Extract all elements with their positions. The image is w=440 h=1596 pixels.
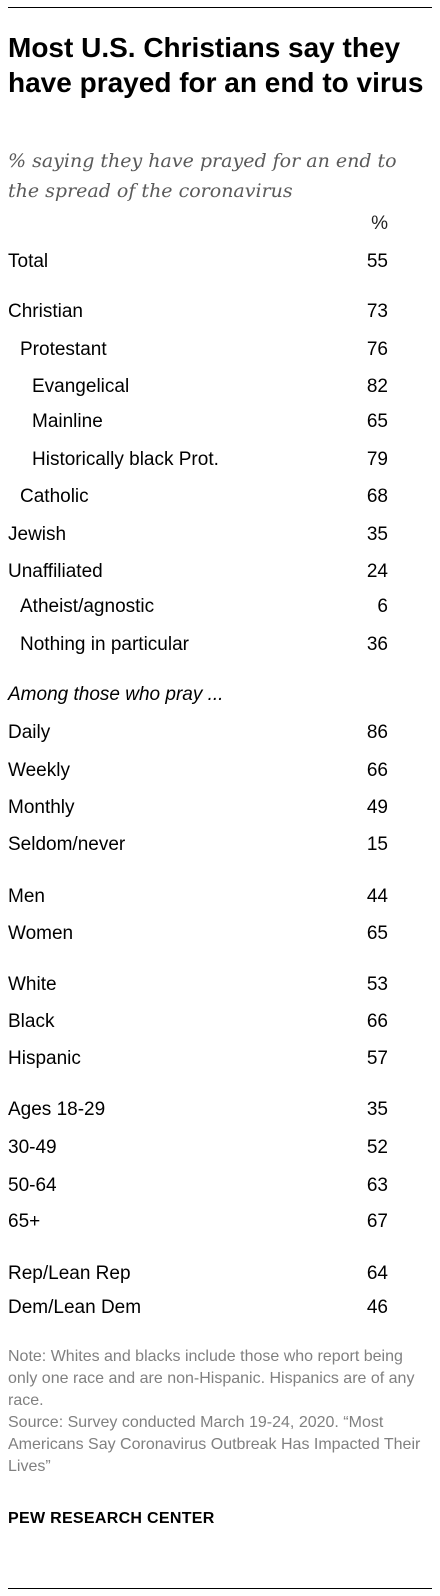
row-label: Daily [8, 722, 51, 743]
row-label: Total [8, 251, 49, 272]
table-row: Men 44 [0, 883, 440, 911]
row-label: Ages 18-29 [8, 1099, 106, 1120]
row-label: White [8, 974, 57, 995]
row-label: Dem/Lean Dem [8, 1297, 142, 1318]
row-value: 53 [366, 974, 388, 995]
table-row: Christian 73 [0, 298, 440, 326]
table-row: 50-64 63 [0, 1172, 440, 1200]
row-value: 57 [366, 1048, 388, 1069]
section-label: Among those who pray ... [8, 684, 224, 705]
table-row: Evangelical 82 [0, 373, 440, 401]
row-value: 82 [366, 376, 388, 397]
row-value: 64 [366, 1263, 388, 1284]
row-label: Unaffiliated [8, 561, 103, 582]
row-value: 73 [366, 301, 388, 322]
table-row: Total 55 [0, 248, 440, 276]
table-row: Mainline 65 [0, 408, 440, 436]
row-value: 44 [366, 886, 388, 907]
row-value: 24 [366, 561, 388, 582]
table-row: Women 65 [0, 920, 440, 948]
row-label: Seldom/never [8, 834, 126, 855]
footnote: Note: Whites and blacks include those wh… [8, 1346, 428, 1478]
note-text: Note: Whites and blacks include those wh… [8, 1348, 415, 1409]
row-value: 65 [366, 923, 388, 944]
table-row: Monthly 49 [0, 794, 440, 822]
table-row: White 53 [0, 971, 440, 999]
table-row: Ages 18-29 35 [0, 1096, 440, 1124]
row-value: 68 [366, 486, 388, 507]
row-value: 36 [366, 634, 388, 655]
row-label: Atheist/agnostic [20, 596, 155, 617]
table-row: Rep/Lean Rep 64 [0, 1260, 440, 1288]
row-value: 67 [366, 1211, 388, 1232]
row-label: 30-49 [8, 1137, 57, 1158]
row-value: 49 [366, 797, 388, 818]
row-value: 79 [366, 449, 388, 470]
row-label: Jewish [8, 524, 67, 545]
table-row: 30-49 52 [0, 1134, 440, 1162]
bottom-rule [8, 1588, 432, 1589]
row-value: 35 [366, 1099, 388, 1120]
chart-title: Most U.S. Christians say they have praye… [8, 32, 424, 98]
row-value: 66 [366, 1011, 388, 1032]
row-value: 55 [366, 251, 388, 272]
row-label: Historically black Prot. [32, 449, 219, 470]
row-value: 35 [366, 524, 388, 545]
table-row: Daily 86 [0, 719, 440, 747]
row-value: 6 [377, 596, 388, 617]
table-row: Protestant 76 [0, 336, 440, 364]
row-value: 46 [366, 1297, 388, 1318]
row-label: Monthly [8, 797, 75, 818]
table-row: Unaffiliated 24 [0, 558, 440, 586]
row-label: 65+ [8, 1211, 41, 1232]
row-label: Protestant [20, 339, 107, 360]
table-row: Hispanic 57 [0, 1045, 440, 1073]
row-label: Evangelical [32, 376, 130, 397]
row-label: Black [8, 1011, 55, 1032]
row-label: Rep/Lean Rep [8, 1263, 131, 1284]
row-label: Weekly [8, 760, 70, 781]
row-label: Catholic [20, 486, 89, 507]
row-label: 50-64 [8, 1175, 57, 1196]
brand-logo-text: PEW RESEARCH CENTER [8, 1510, 215, 1527]
row-label: Mainline [32, 411, 103, 432]
section-label-row: Among those who pray ... [0, 681, 440, 709]
table-row: Dem/Lean Dem 46 [0, 1294, 440, 1322]
row-value: 76 [366, 339, 388, 360]
table-row: Seldom/never 15 [0, 831, 440, 859]
row-label: Men [8, 886, 45, 907]
row-value: 86 [366, 722, 388, 743]
row-label: Nothing in particular [20, 634, 189, 655]
table-row: Nothing in particular 36 [0, 631, 440, 659]
table-row: Historically black Prot. 79 [0, 446, 440, 474]
row-value: 15 [366, 834, 388, 855]
top-rule [8, 7, 432, 8]
row-value: 66 [366, 760, 388, 781]
row-value: 52 [366, 1137, 388, 1158]
chart-subtitle: % saying they have prayed for an end to … [8, 150, 397, 202]
table-row: Black 66 [0, 1008, 440, 1036]
source-text: Source: Survey conducted March 19-24, 20… [8, 1414, 421, 1475]
table-row: 65+ 67 [0, 1208, 440, 1236]
table-row: Weekly 66 [0, 757, 440, 785]
row-label: Christian [8, 301, 83, 322]
row-label: Hispanic [8, 1048, 81, 1069]
table-row: Atheist/agnostic 6 [0, 593, 440, 621]
row-label: Women [8, 923, 74, 944]
table-row: Catholic 68 [0, 483, 440, 511]
unit-column-header: % [371, 213, 388, 234]
table-row: Jewish 35 [0, 521, 440, 549]
row-value: 65 [366, 411, 388, 432]
row-value: 63 [366, 1175, 388, 1196]
